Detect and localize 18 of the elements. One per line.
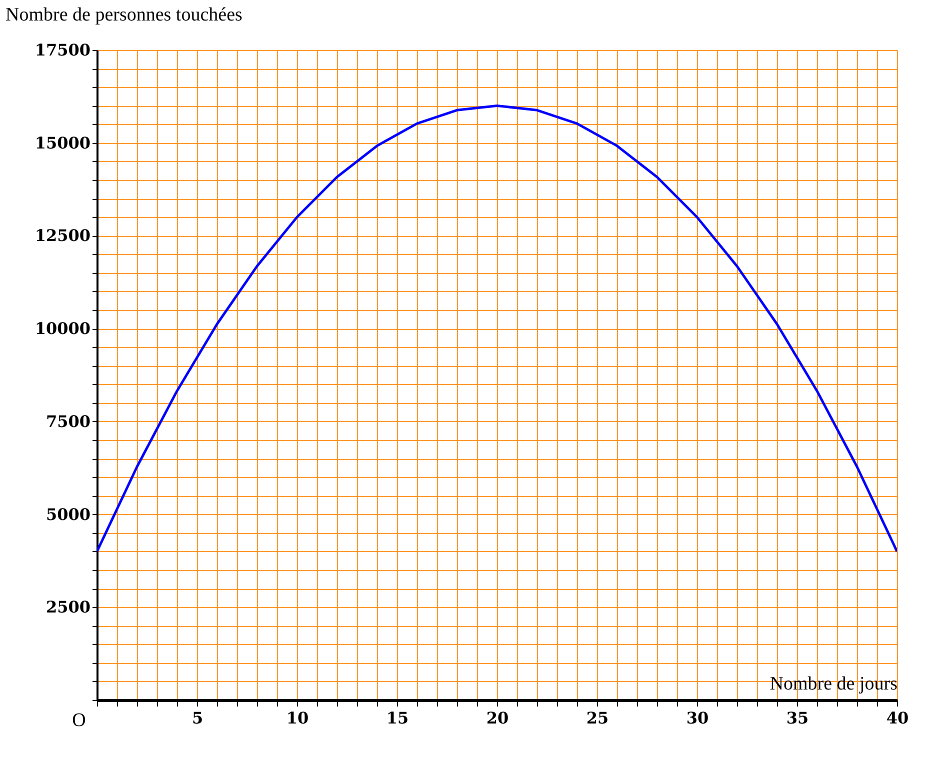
y-tick-label: 2500 [46, 598, 90, 617]
x-tick-label: 30 [686, 708, 709, 728]
y-tick-label: 15000 [34, 133, 90, 152]
x-tick-label: 35 [786, 708, 809, 728]
y-tick-label: 12500 [34, 226, 90, 246]
x-tick-label: 20 [486, 708, 509, 728]
y-tick-label: 5000 [46, 504, 90, 524]
line-series [97, 104, 897, 553]
y-axis-title: Nombre de personnes touchées [6, 4, 242, 26]
x-tick-label: 5 [192, 708, 204, 728]
x-tick-label: 25 [586, 708, 609, 728]
text: O [72, 710, 86, 731]
y-tick-label: 10000 [34, 319, 90, 338]
y-tick-label: 7500 [46, 412, 90, 431]
x-tick-label: 15 [386, 708, 409, 728]
x-tick-label: 10 [286, 708, 309, 728]
y-tick-label: 17500 [34, 40, 90, 60]
x-tick-label: 40 [886, 708, 909, 728]
